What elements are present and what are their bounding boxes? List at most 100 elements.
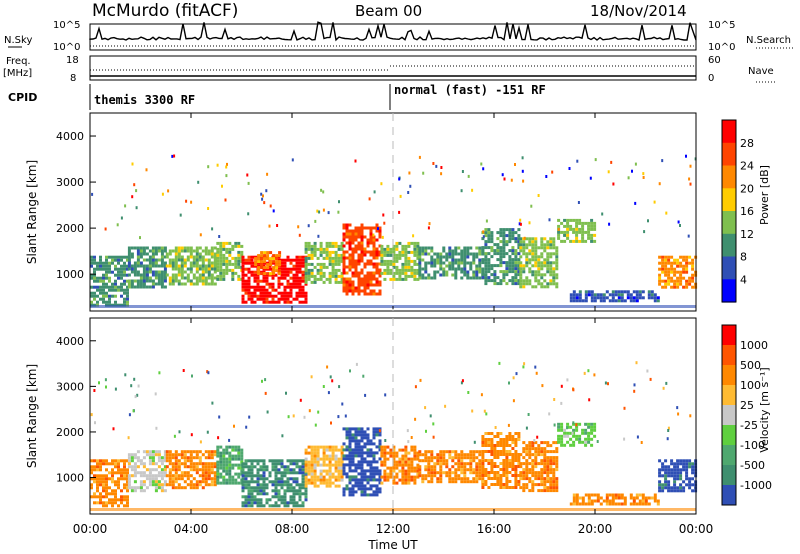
power-ytick-label-0: 1000 (56, 268, 84, 281)
power-colorbar-swatch-7 (722, 279, 736, 303)
power-colorbar-swatch-1 (722, 142, 736, 167)
velocity-colorbar-tick-3: 25 (740, 399, 754, 412)
velocity-region-2 (165, 450, 217, 490)
power-colorbar-tick-1: 24 (740, 160, 754, 173)
nsky-tick-top: 10^5 (53, 20, 80, 31)
nsearch-tick-bottom: 10^0 (708, 42, 735, 53)
nsky-tick-bottom: 10^0 (53, 42, 80, 53)
power-colorbar: 28 24 20 16 12 8 4 (721, 119, 754, 303)
velocity-colorbar-swatch-3 (722, 385, 736, 406)
power-region-11 (519, 237, 559, 289)
cpid-label: CPID (8, 91, 37, 104)
freq-unit: [MHz] (3, 68, 32, 79)
power-ytick-label-1: 2000 (56, 222, 84, 235)
nave-label: Nave (748, 66, 774, 77)
power-sparse-echoes (91, 154, 697, 240)
nsky-panel: N.Sky 10^5 10^0 10^5 10^0 N.Search (4, 20, 794, 53)
time-axis-title: Time UT (367, 538, 418, 552)
power-region-3 (216, 241, 244, 281)
power-region-1 (127, 246, 167, 289)
velocity-region-12 (569, 493, 660, 506)
velocity-ytick-label-2: 3000 (56, 380, 84, 393)
nsky-series (89, 21, 697, 42)
time-axis-labels: 00:00 04:00 08:00 12:00 16:00 20:00 00:00 (73, 522, 714, 536)
velocity-panel: 1000 2000 3000 4000 Slant Range [km] 1000 50… (25, 317, 772, 515)
velocity-colorbar-swatch-6 (722, 445, 736, 466)
power-colorbar-swatch-4 (722, 211, 736, 235)
velocity-colorbar-tick-1: 500 (740, 359, 761, 372)
power-colorbar-swatch-3 (722, 188, 736, 212)
velocity-colorbar-swatch-2 (722, 365, 736, 386)
power-colorbar-label: Power [dB] (758, 165, 771, 225)
velocity-colorbar-swatch-8 (722, 485, 736, 506)
power-region-7 (342, 223, 382, 296)
power-ytick-label-3: 4000 (56, 130, 84, 143)
velocity-colorbar-label: Velocity [m s⁻¹] (758, 367, 771, 452)
cpid-panel: CPID themis 3300 RF normal (fast) -151 R… (8, 83, 546, 110)
nsky-label: N.Sky (4, 35, 32, 46)
velocity-colorbar: 1000 500 100 25 -25 -100 -500 -1000 (721, 324, 772, 506)
velocity-colorbar-swatch-1 (722, 345, 736, 366)
power-region-10 (481, 228, 521, 286)
power-colorbar-swatch-0 (722, 120, 736, 144)
time-label-4: 16:00 (477, 522, 512, 536)
velocity-region-5 (304, 445, 344, 488)
power-colorbar-frame (721, 119, 737, 303)
nsearch-tick-top: 10^5 (708, 20, 735, 31)
cpid-mode-0: themis 3300 RF (94, 93, 195, 107)
power-colorbar-tick-3: 16 (740, 205, 754, 218)
beam-title: Beam 00 (355, 2, 422, 20)
power-colorbar-tick-5: 8 (740, 251, 747, 264)
power-colorbar-swatch-6 (722, 256, 736, 280)
power-region-0 (90, 255, 129, 307)
velocity-colorbar-tick-6: -500 (740, 459, 765, 472)
velocity-ytick-label-1: 2000 (56, 426, 84, 439)
freq-label: Freq. (6, 56, 31, 67)
velocity-ytick-label-3: 4000 (56, 335, 84, 348)
velocity-colorbar-frame (721, 324, 737, 506)
power-ylabel: Slant Range [km] (25, 160, 39, 264)
velocity-colorbar-tick-5: -100 (740, 439, 765, 452)
cpid-mode-1: normal (fast) -151 RF (394, 83, 546, 97)
power-region-8 (380, 241, 420, 281)
velocity-region-4 (241, 459, 308, 508)
velocity-region-9 (481, 432, 521, 489)
velocity-region-0 (90, 459, 129, 508)
time-label-3: 12:00 (376, 522, 411, 536)
velocity-region-6 (342, 427, 382, 497)
power-region-6 (304, 241, 344, 284)
time-label-6: 00:00 (679, 522, 714, 536)
date-title: 18/Nov/2014 (590, 2, 687, 20)
freq-tick-bottom: 8 (70, 73, 76, 84)
velocity-region-7 (380, 445, 420, 485)
nave-tick-bottom: 0 (708, 73, 714, 84)
velocity-ytick-label-0: 1000 (56, 472, 84, 485)
velocity-colorbar-tick-4: -25 (740, 419, 758, 432)
power-region-5 (254, 251, 282, 276)
power-region-2 (165, 246, 217, 286)
nsky-frame (89, 23, 697, 51)
nave-tick-top: 60 (708, 55, 721, 66)
power-ytick-label-2: 3000 (56, 176, 84, 189)
velocity-region-8 (418, 450, 485, 484)
velocity-colorbar-tick-7: -1000 (740, 479, 772, 492)
velocity-colorbar-swatch-7 (722, 465, 736, 486)
power-region-14 (658, 255, 698, 289)
time-label-5: 20:00 (578, 522, 613, 536)
velocity-region-11 (557, 422, 597, 447)
power-colorbar-tick-2: 20 (740, 182, 754, 195)
velocity-colorbar-swatch-4 (722, 405, 736, 426)
freq-panel: Freq. [MHz] 18 8 60 0 Nave (3, 55, 776, 84)
velocity-colorbar-swatch-5 (722, 425, 736, 446)
velocity-ylabel: Slant Range [km] (25, 364, 39, 468)
time-label-0: 00:00 (73, 522, 108, 536)
velocity-sparse-echoes (90, 361, 692, 444)
time-label-2: 08:00 (275, 522, 310, 536)
power-region-4 (241, 255, 308, 304)
velocity-region-1 (127, 450, 167, 493)
power-colorbar-swatch-5 (722, 233, 736, 258)
power-colorbar-swatch-2 (722, 165, 736, 189)
power-region-12 (557, 218, 597, 243)
power-colorbar-tick-6: 4 (740, 273, 747, 286)
